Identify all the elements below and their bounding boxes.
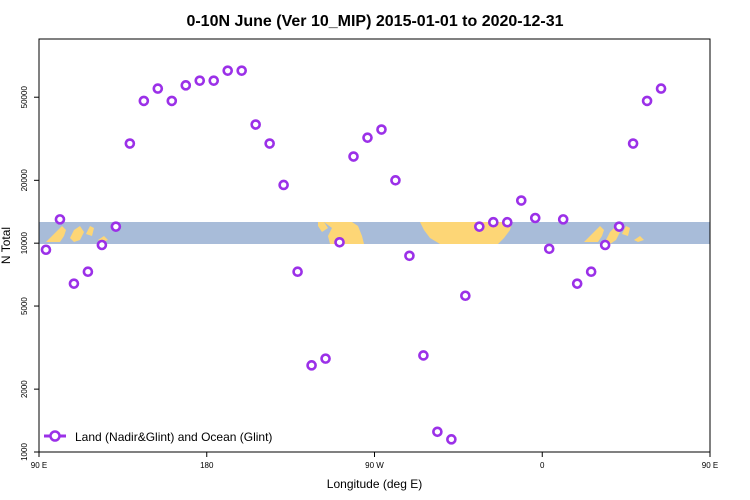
data-point-15 [250,119,261,130]
data-point-38 [571,278,583,289]
x-tick-label-2: 90 W [365,461,384,470]
chart-title: 0-10N June (Ver 10_MIP) 2015-01-01 to 20… [186,13,563,30]
data-point-25 [390,175,401,186]
data-point-13 [222,65,234,76]
data-point-7 [138,95,150,107]
y-tick-label-4: 20000 [20,169,29,192]
legend-marker-swatch [49,430,61,442]
data-point-0 [40,244,52,256]
land-shape-0 [46,226,66,242]
data-point-9 [166,95,178,107]
data-point-12 [208,75,220,86]
y-tick-label-2: 5000 [20,297,29,315]
land-shape-7 [584,226,604,242]
legend-label: Land (Nadir&Glint) and Ocean (Glint) [75,430,272,444]
data-point-36 [543,243,555,255]
data-point-29 [446,434,457,445]
data-point-43 [641,95,653,107]
data-point-39 [585,266,597,278]
data-point-8 [152,83,164,94]
land-shape-9 [622,226,630,236]
land-shape-10 [634,236,644,242]
data-points [40,65,667,445]
data-point-5 [110,221,122,232]
data-point-4 [96,239,108,251]
data-point-34 [515,195,527,206]
x-tick-label-0: 90 E [31,461,47,470]
data-point-41 [613,221,625,232]
data-point-16 [264,138,275,149]
y-tick-label-0: 1000 [20,443,29,461]
data-point-31 [474,221,485,232]
y-axis-title: N Total [0,227,13,264]
data-point-17 [278,179,289,191]
data-point-44 [655,83,667,94]
data-point-35 [529,212,541,224]
data-point-19 [306,360,317,371]
x-tick-label-4: 90 E [702,461,718,470]
world-map-strip [39,222,710,244]
data-point-32 [488,216,499,228]
legend: Land (Nadir&Glint) and Ocean (Glint) [44,430,272,444]
x-tick-label-1: 180 [200,461,214,470]
data-point-10 [180,80,192,91]
data-point-27 [418,350,429,361]
y-tick-label-5: 50000 [20,86,29,109]
data-point-18 [292,266,303,278]
x-axis: 90 E 180 90 W 0 90 E [31,452,718,470]
data-point-37 [557,214,569,225]
x-tick-label-3: 0 [540,461,545,470]
x-axis-title: Longitude (deg E) [327,477,422,491]
data-point-40 [599,239,611,251]
data-point-33 [502,216,513,228]
data-point-30 [460,290,471,302]
data-point-20 [320,353,331,364]
data-point-3 [82,266,94,278]
land-shape-4 [318,222,328,232]
data-point-42 [627,138,639,149]
data-point-22 [348,151,359,162]
land-shape-1 [70,226,84,242]
y-tick-label-1: 2000 [20,380,29,398]
land-shape-2 [86,226,94,236]
data-point-14 [236,65,247,76]
data-point-11 [194,75,206,86]
data-point-28 [432,426,443,438]
data-point-6 [124,138,136,149]
data-point-23 [362,132,373,143]
ocean-strip [39,222,710,244]
data-point-26 [404,250,415,262]
land-shape-6 [420,222,512,244]
data-point-24 [376,124,387,135]
data-point-1 [54,214,66,225]
y-axis: 1000 2000 5000 10000 20000 50000 [20,86,39,461]
data-point-21 [334,236,345,248]
y-tick-label-3: 10000 [20,232,29,255]
land-shape-5 [324,222,364,244]
data-point-2 [68,278,80,289]
